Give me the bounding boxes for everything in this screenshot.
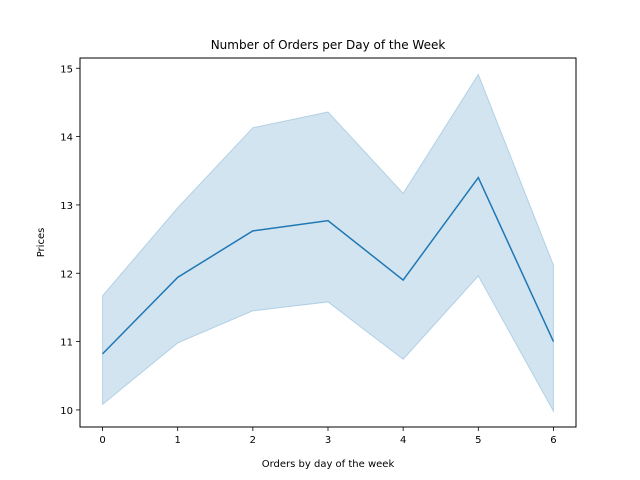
x-tick-label: 2 — [250, 435, 256, 446]
y-axis-label: Prices — [36, 228, 47, 258]
x-tick-label: 6 — [550, 435, 556, 446]
x-tick-label: 0 — [99, 435, 105, 446]
y-tick-label: 11 — [60, 338, 73, 349]
x-axis-label: Orders by day of the week — [262, 459, 395, 470]
y-tick-label: 14 — [60, 133, 73, 144]
y-tick-label: 15 — [60, 64, 73, 75]
y-tick-label: 13 — [60, 201, 73, 212]
x-tick-label: 1 — [175, 435, 181, 446]
chart-title: Number of Orders per Day of the Week — [211, 38, 446, 52]
y-tick-label: 10 — [60, 406, 73, 417]
plot-area — [102, 73, 555, 414]
x-tick-label: 4 — [400, 435, 406, 446]
x-axis: 0 1 2 3 4 5 6 — [99, 427, 557, 446]
confidence-band — [102, 73, 554, 414]
x-tick-label: 3 — [325, 435, 331, 446]
y-axis: 10 11 12 13 14 15 — [60, 64, 80, 417]
y-tick-label: 12 — [60, 269, 73, 280]
x-tick-label: 5 — [475, 435, 481, 446]
